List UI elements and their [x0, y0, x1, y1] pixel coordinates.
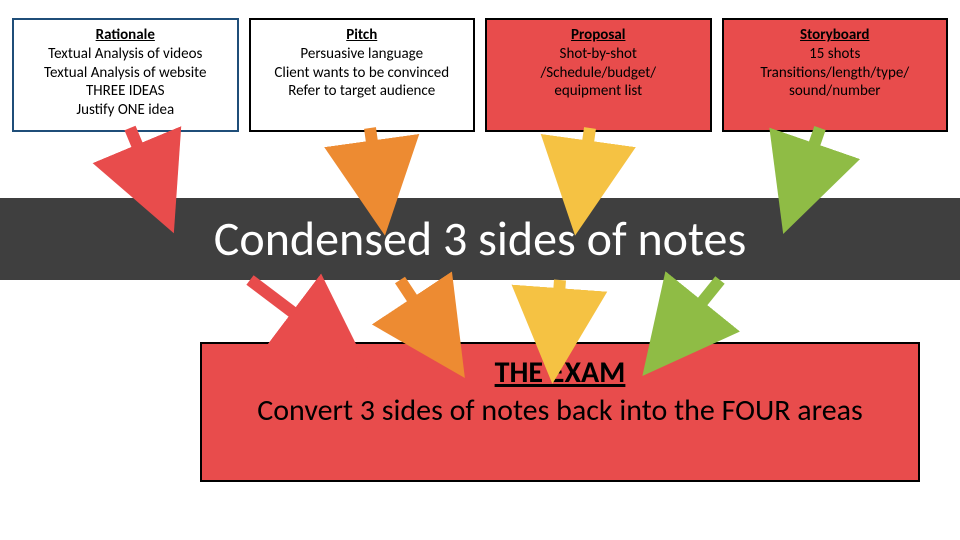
arrow-icon	[580, 128, 590, 200]
arrow-icon	[400, 280, 445, 348]
card-rationale: Rationale Textual Analysis of videos Tex…	[12, 18, 239, 132]
card-line: equipment list	[491, 82, 706, 101]
card-proposal: Proposal Shot-by-shot /Schedule/budget/ …	[485, 18, 712, 132]
arrow-icon	[555, 280, 560, 348]
card-line: Persuasive language	[255, 45, 470, 64]
exam-title: THE EXAM	[202, 354, 918, 392]
condensed-bar: Condensed 3 sides of notes	[0, 198, 960, 280]
arrow-icon	[795, 128, 820, 200]
exam-body: Convert 3 sides of notes back into the F…	[202, 392, 918, 430]
card-line: Refer to target audience	[255, 82, 470, 101]
card-title: Rationale	[18, 26, 233, 45]
exam-box: THE EXAM Convert 3 sides of notes back i…	[200, 342, 920, 482]
card-line: Justify ONE idea	[18, 101, 233, 120]
arrow-icon	[370, 128, 380, 200]
top-card-row: Rationale Textual Analysis of videos Tex…	[0, 0, 960, 132]
card-line: THREE IDEAS	[18, 82, 233, 101]
card-line: Shot-by-shot	[491, 45, 706, 64]
card-line: /Schedule/budget/	[491, 64, 706, 83]
card-line: 15 shots	[728, 45, 943, 64]
card-line: Client wants to be convinced	[255, 64, 470, 83]
card-line: Textual Analysis of website	[18, 64, 233, 83]
card-line: Textual Analysis of videos	[18, 45, 233, 64]
arrow-icon	[665, 280, 720, 348]
arrow-icon	[130, 128, 160, 200]
condensed-bar-text: Condensed 3 sides of notes	[214, 209, 746, 268]
card-title: Pitch	[255, 26, 470, 45]
card-title: Proposal	[491, 26, 706, 45]
card-pitch: Pitch Persuasive language Client wants t…	[249, 18, 476, 132]
card-title: Storyboard	[728, 26, 943, 45]
card-line: Transitions/length/type/	[728, 64, 943, 83]
card-storyboard: Storyboard 15 shots Transitions/length/t…	[722, 18, 949, 132]
arrow-icon	[250, 280, 340, 348]
card-line: sound/number	[728, 82, 943, 101]
